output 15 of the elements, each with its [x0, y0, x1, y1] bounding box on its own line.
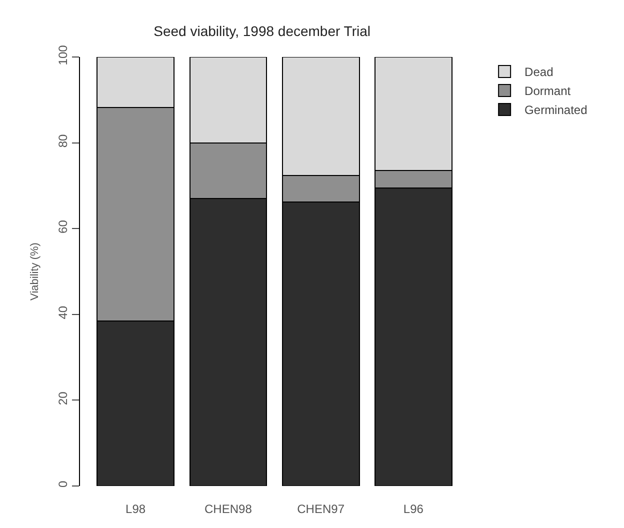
x-tick-label: L98	[126, 502, 146, 516]
y-tick-label: 20	[56, 391, 70, 406]
y-tick-label: 80	[56, 134, 70, 148]
y-tick-label: 100	[56, 44, 70, 66]
legend-label: Germinated	[524, 103, 588, 118]
x-tick-label: CHEN98	[204, 502, 252, 516]
x-tick-label: CHEN97	[297, 502, 345, 516]
legend-label: Dormant	[524, 84, 572, 98]
y-axis-title: Viability (%)	[28, 242, 41, 300]
x-tick-label: L96	[403, 502, 424, 516]
y-tick-label: 0	[56, 480, 70, 488]
y-tick-label: 60	[56, 220, 70, 234]
legend-label: Dead	[524, 65, 554, 80]
y-tick-label: 40	[56, 306, 70, 320]
chart-title: Seed viability, 1998 december Trial	[154, 23, 371, 40]
